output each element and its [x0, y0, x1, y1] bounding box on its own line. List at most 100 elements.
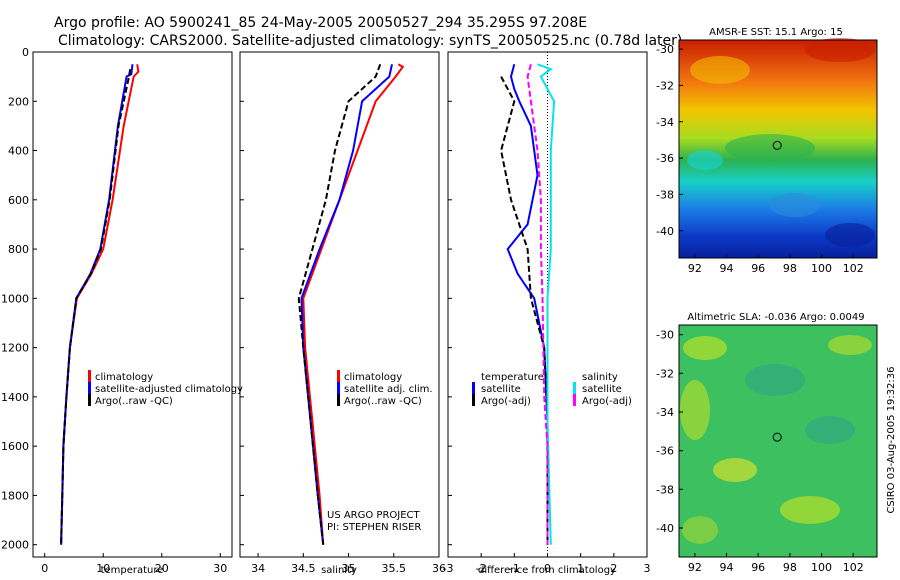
- legend-swatch-satellite: [472, 382, 475, 394]
- series-line-argo-adj-: [500, 76, 549, 545]
- difference-xlabel: difference from climatology: [478, 565, 616, 576]
- difference-lines: [500, 63, 556, 545]
- y-tick-label: -32: [656, 367, 674, 380]
- temperature-panel-frame: [32, 51, 233, 558]
- x-tick-label: -3: [443, 562, 454, 575]
- x-tick-label: 94: [720, 561, 734, 574]
- x-tick-label: 3: [644, 562, 651, 575]
- y-tick-label: -36: [656, 152, 674, 165]
- x-tick-label: 1: [577, 562, 584, 575]
- legend-climatology: climatology: [344, 372, 402, 383]
- series-line-climatology: [60, 64, 140, 545]
- legend-salinity-argo: Argo(-adj): [582, 396, 632, 407]
- salinity-panel-frame: [239, 51, 440, 558]
- x-tick-label: 35: [342, 562, 356, 575]
- y-tick-label: 800: [8, 243, 29, 256]
- sst-heatmap: [679, 38, 877, 258]
- y-tick-label: 0: [22, 46, 29, 59]
- series-line-salinity-argo-adj-: [526, 64, 549, 545]
- x-tick-label: -2: [476, 562, 487, 575]
- legend-swatch-argo: [88, 394, 91, 406]
- y-tick-label: -30: [656, 329, 674, 342]
- x-tick-label: 96: [751, 262, 765, 275]
- legend-salinity-heading: salinity: [582, 372, 618, 383]
- legend-temperature-argo: Argo(-adj): [481, 396, 531, 407]
- legend-swatch-argo: [337, 394, 340, 406]
- salinity-legend: climatology satellite adj. clim. Argo(..…: [337, 370, 433, 407]
- y-tick-label: 1600: [1, 440, 29, 453]
- temperature-axis-ticks: 0 10 20 30 0 200 400 600 800 1000 1200 1400 1600 1800…: [1, 46, 227, 575]
- legend-salinity-satellite: satellite: [582, 384, 622, 395]
- x-tick-label: 0: [544, 562, 551, 575]
- x-tick-label: 92: [688, 262, 702, 275]
- difference-axis-ticks: -3 -2 -1 0 1 2 3: [443, 51, 651, 575]
- x-tick-label: 100: [811, 262, 832, 275]
- y-tick-label: 400: [8, 145, 29, 158]
- y-tick-label: -36: [656, 445, 674, 458]
- series-line-argo-raw-qc-: [60, 69, 132, 545]
- y-tick-label: -38: [656, 483, 674, 496]
- legend-argo: Argo(..raw -QC): [95, 396, 173, 407]
- sla-map-frame: [678, 324, 878, 558]
- legend-swatch-satellite: [88, 382, 91, 394]
- sla-map-title: Altimetric SLA: -0.036 Argo: 0.0049: [687, 312, 864, 323]
- y-tick-label: -40: [656, 522, 674, 535]
- x-tick-label: 35.5: [382, 562, 407, 575]
- legend-swatch-satellite: [337, 382, 340, 394]
- y-tick-label: -38: [656, 188, 674, 201]
- sst-map-title: AMSR-E SST: 15.1 Argo: 15: [709, 27, 843, 38]
- y-tick-label: -30: [656, 43, 674, 56]
- x-tick-label: 94: [720, 262, 734, 275]
- series-line-satellite: [506, 64, 549, 545]
- x-tick-label: 30: [213, 562, 227, 575]
- salinity-xlabel: salinity: [321, 565, 357, 576]
- x-tick-label: 96: [751, 561, 765, 574]
- y-tick-label: -32: [656, 79, 674, 92]
- sst-map-frame: [678, 39, 878, 259]
- timestamp-label: CSIRO 03-Aug-2005 19:32:36: [886, 366, 897, 513]
- x-tick-label: 0: [41, 562, 48, 575]
- y-tick-label: 2000: [1, 539, 29, 552]
- x-tick-label: 10: [96, 562, 110, 575]
- y-tick-label: 1200: [1, 342, 29, 355]
- temperature-legend: climatology satellite-adjusted climatolo…: [88, 370, 243, 407]
- x-tick-label: 98: [783, 561, 797, 574]
- y-tick-label: -34: [656, 406, 674, 419]
- legend-argo: Argo(..raw -QC): [344, 396, 422, 407]
- legend-temperature-heading: temperature: [481, 372, 544, 383]
- y-tick-label: 1800: [1, 489, 29, 502]
- x-tick-label: 102: [843, 262, 864, 275]
- x-tick-label: -1: [509, 562, 520, 575]
- legend-satellite-adjusted: satellite-adjusted climatology: [95, 384, 243, 395]
- project-annotation: US ARGO PROJECT: [327, 510, 421, 521]
- y-tick-label: 600: [8, 194, 29, 207]
- x-tick-label: 34: [251, 562, 265, 575]
- legend-swatch-salinity-satellite: [573, 382, 576, 394]
- argo-position-marker: [772, 140, 782, 150]
- x-tick-label: 102: [843, 561, 864, 574]
- x-tick-label: 92: [688, 561, 702, 574]
- legend-swatch-argo: [472, 394, 475, 406]
- legend-swatch-climatology: [337, 370, 340, 382]
- x-tick-label: 36: [432, 562, 446, 575]
- series-line-argo-raw-qc-: [297, 63, 382, 545]
- header-line2: Climatology: CARS2000. Satellite-adjuste…: [58, 33, 682, 49]
- salinity-axis-ticks: 34 34.5 35 35.5 36: [240, 51, 446, 575]
- x-tick-label: 2: [610, 562, 617, 575]
- argo-position-marker: [772, 432, 782, 442]
- legend-swatch-climatology: [88, 370, 91, 382]
- difference-legend: temperature satellite Argo(-adj) salinit…: [472, 372, 632, 407]
- x-tick-label: 100: [811, 561, 832, 574]
- y-tick-label: 1000: [1, 292, 29, 305]
- x-tick-label: 20: [155, 562, 169, 575]
- y-tick-label: 1400: [1, 391, 29, 404]
- sst-map-axis-ticks: 92 94 96 98 100 102 -30 -32 -34 -36 -38 -40: [656, 43, 864, 275]
- sla-map-axis-ticks: 92 94 96 98 100 102 -30 -32 -34 -36 -38 -40: [656, 329, 864, 574]
- y-tick-label: -40: [656, 225, 674, 238]
- x-tick-label: 98: [783, 262, 797, 275]
- y-tick-label: 200: [8, 95, 29, 108]
- temperature-xlabel: temperature: [101, 565, 164, 576]
- temperature-lines: [60, 64, 140, 545]
- legend-swatch-salinity-argo: [573, 394, 576, 406]
